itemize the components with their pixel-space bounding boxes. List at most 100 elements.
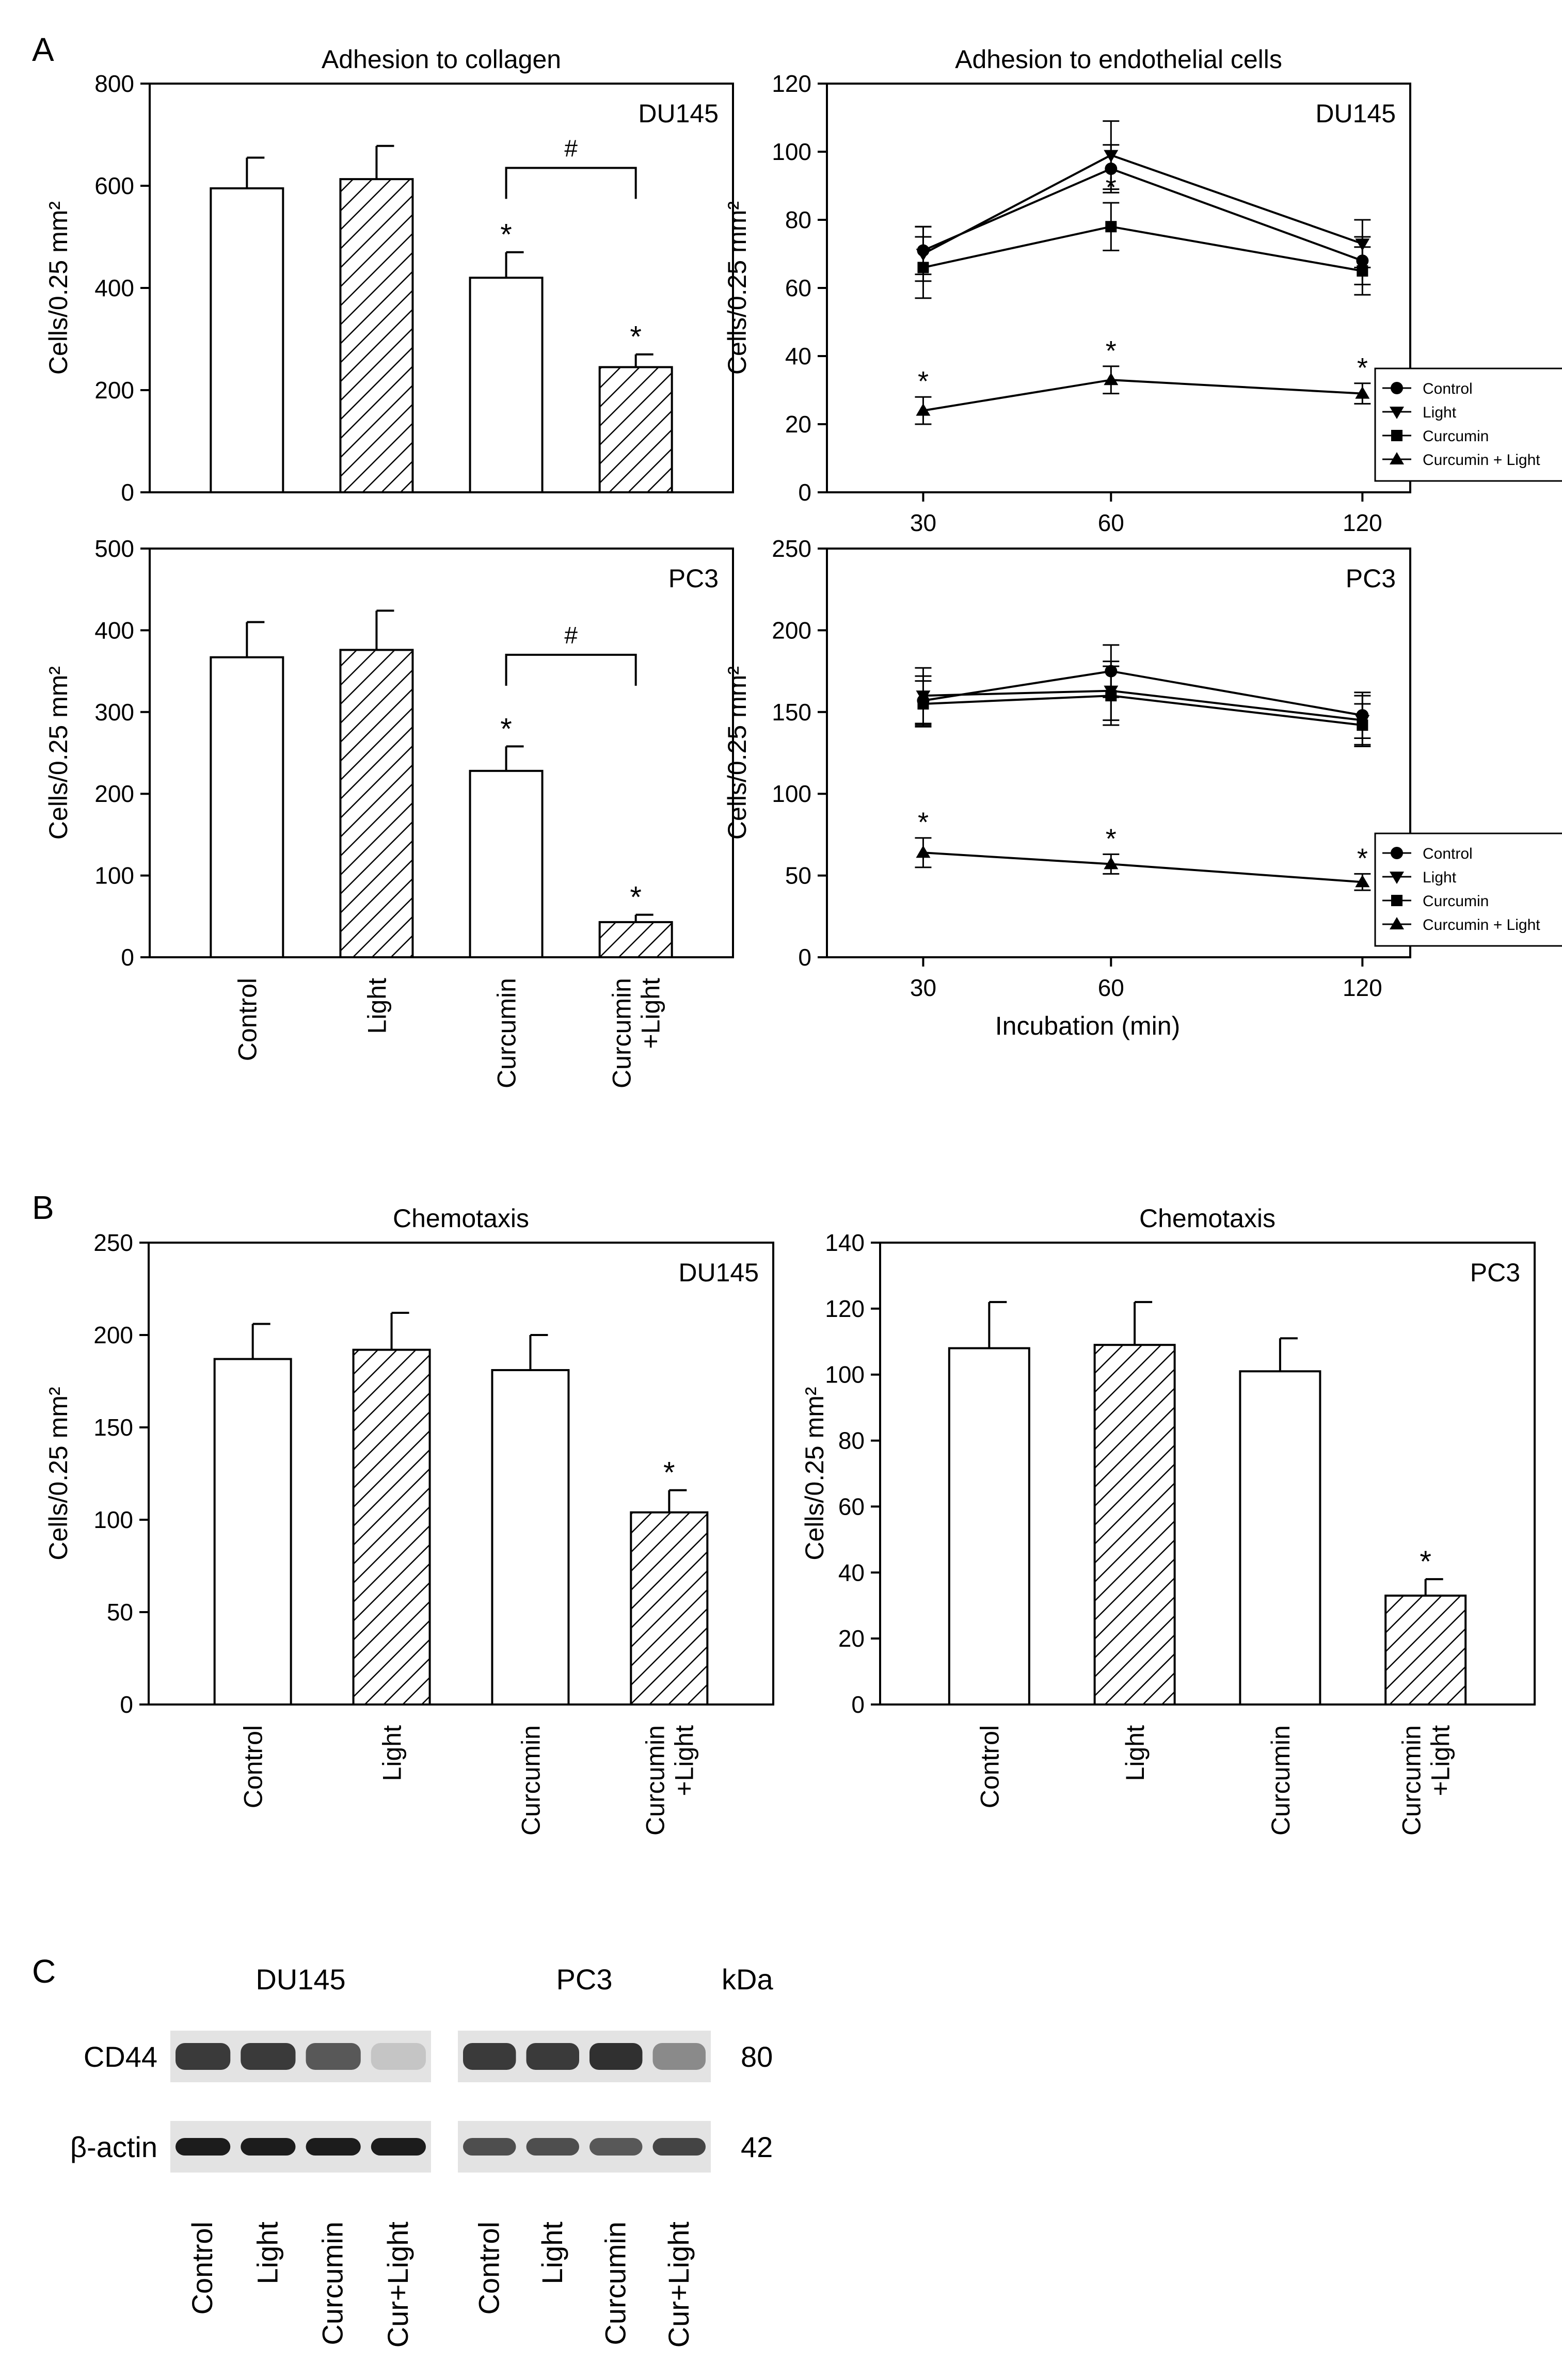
x-tick-label: Curcumin	[641, 1725, 670, 1836]
legend: Control Light Curcumin Curcumin + Light	[1374, 832, 1562, 947]
x-tick-label: Light	[378, 1725, 407, 1781]
bar	[598, 921, 673, 958]
marker-triangle-down	[1355, 238, 1370, 251]
legend-entry: Control	[1423, 845, 1473, 862]
chart-adhesion-endothelial-du145: 0 20 40 60 80 100 120 Cells/0.25 mm² Adhesion to…	[723, 45, 1562, 536]
chart-title: Adhesion to endothelial cells	[955, 45, 1282, 74]
marker-triangle-up	[1390, 452, 1404, 464]
blot-group-label: DU145	[256, 1963, 345, 1996]
cell-line-label: PC3	[668, 564, 719, 593]
marker-square	[1357, 265, 1368, 277]
panel-letter-c: C	[32, 1953, 56, 1990]
chart-adhesion-collagen-pc3: 0 100 200 300 400 500 Cells/0.25 mm² PC3 Control…	[44, 535, 734, 1088]
blot-group-label: PC3	[556, 1963, 613, 1996]
significance-star: *	[918, 366, 929, 397]
marker-triangle-down	[1390, 872, 1404, 884]
legend-box	[1374, 367, 1562, 482]
x-tick-label: Light	[362, 978, 391, 1034]
significance-star: *	[1106, 172, 1117, 203]
y-axis-label: Cells/0.25 mm²	[44, 666, 73, 840]
y-tick-label: 40	[838, 1559, 865, 1586]
blot-lane-label: Light	[536, 2222, 568, 2285]
blot-lane-label: Curcumin	[599, 2222, 631, 2345]
cell-line-label: DU145	[1315, 99, 1396, 128]
bar	[1093, 1344, 1176, 1706]
y-tick-label: 200	[93, 1322, 133, 1348]
marker-square	[1357, 719, 1368, 731]
y-axis-label: Cells/0.25 mm²	[723, 201, 752, 375]
x-axis-label: Incubation (min)	[995, 1011, 1181, 1040]
chart-chemotaxis-pc3: 0 20 40 60 80 100 120 140 Cells/0.25 mm² Chemotax…	[800, 1204, 1536, 1836]
legend-entry: Curcumin + Light	[1423, 916, 1540, 934]
y-axis-label: Cells/0.25 mm²	[44, 1387, 73, 1560]
blot-band	[371, 2138, 426, 2156]
significance-star: *	[663, 1456, 675, 1490]
y-tick-label: 0	[798, 944, 811, 971]
blot-band	[306, 2138, 361, 2156]
marker-square	[1391, 895, 1402, 906]
x-tick-label: 120	[1343, 509, 1382, 536]
y-tick-label: 120	[772, 70, 811, 97]
blot-band	[306, 2043, 361, 2070]
x-tick-label: +Light	[670, 1725, 698, 1796]
y-tick-label: 140	[825, 1229, 865, 1256]
y-tick-label: 800	[94, 70, 134, 97]
bar	[1384, 1595, 1467, 1706]
y-tick-label: 100	[93, 1506, 133, 1533]
marker-triangle-up	[916, 845, 931, 858]
y-tick-label: 500	[94, 535, 134, 562]
y-tick-label: 0	[851, 1691, 865, 1718]
blot-lane-label: Cur+Light	[662, 2222, 695, 2348]
marker-square	[917, 262, 929, 274]
kda-header: kDa	[722, 1963, 773, 1996]
chart-title: Chemotaxis	[393, 1204, 529, 1233]
legend-entry: Light	[1423, 404, 1457, 421]
y-axis-label: Cells/0.25 mm²	[723, 666, 752, 840]
y-tick-label: 150	[93, 1414, 133, 1441]
blot-band	[526, 2138, 579, 2156]
significance-star: *	[500, 712, 512, 746]
marker-circle	[1391, 382, 1403, 394]
marker-triangle-up	[916, 403, 931, 416]
y-tick-label: 50	[107, 1599, 133, 1626]
marker-triangle-down	[1390, 407, 1404, 419]
blot-band	[652, 2138, 706, 2156]
x-tick-label: Control	[975, 1725, 1004, 1808]
panel-letter-a: A	[32, 31, 54, 68]
significance-bracket	[505, 167, 637, 199]
bar	[339, 178, 414, 493]
y-tick-label: 300	[94, 699, 134, 726]
plot-frame	[826, 548, 1411, 958]
bracket-label: #	[564, 622, 578, 649]
legend-entry: Curcumin	[1423, 893, 1489, 910]
y-tick-label: 250	[772, 535, 811, 562]
series-line	[923, 695, 1363, 727]
bar	[469, 769, 544, 959]
blot-band	[241, 2043, 296, 2070]
y-tick-label: 100	[772, 780, 811, 807]
western-blot-panel: DU145 PC3 kDa CD44 80 β-actin 42 Control Light Cu…	[70, 1963, 774, 2347]
blot-band	[463, 2138, 516, 2156]
bar	[491, 1369, 570, 1706]
cell-line-label: PC3	[1346, 564, 1396, 593]
blot-band	[371, 2043, 426, 2070]
chart-chemotaxis-du145: 0 50 100 150 200 250 Cells/0.25 mm² Chemotaxis D…	[44, 1204, 774, 1836]
x-tick-label: 120	[1343, 974, 1382, 1001]
x-tick-label: 30	[910, 974, 936, 1001]
y-tick-label: 100	[825, 1361, 865, 1388]
significance-star: *	[918, 807, 929, 838]
bar	[1239, 1370, 1321, 1706]
y-tick-label: 40	[785, 343, 811, 369]
y-tick-label: 0	[120, 1691, 133, 1718]
marker-triangle-up	[1104, 373, 1119, 385]
chart-adhesion-endothelial-pc3: 0 50 100 150 200 250 Cells/0.25 mm² PC3 30 60 120 I…	[723, 535, 1562, 1040]
y-tick-label: 0	[798, 479, 811, 506]
blot-band	[589, 2138, 643, 2156]
x-tick-label: Curcumin	[1266, 1725, 1295, 1836]
x-tick-label: Control	[233, 978, 262, 1061]
marker-square	[1105, 221, 1117, 233]
significance-star: *	[1420, 1545, 1431, 1579]
significance-star: *	[500, 218, 512, 252]
panel-letter-b: B	[32, 1189, 54, 1226]
